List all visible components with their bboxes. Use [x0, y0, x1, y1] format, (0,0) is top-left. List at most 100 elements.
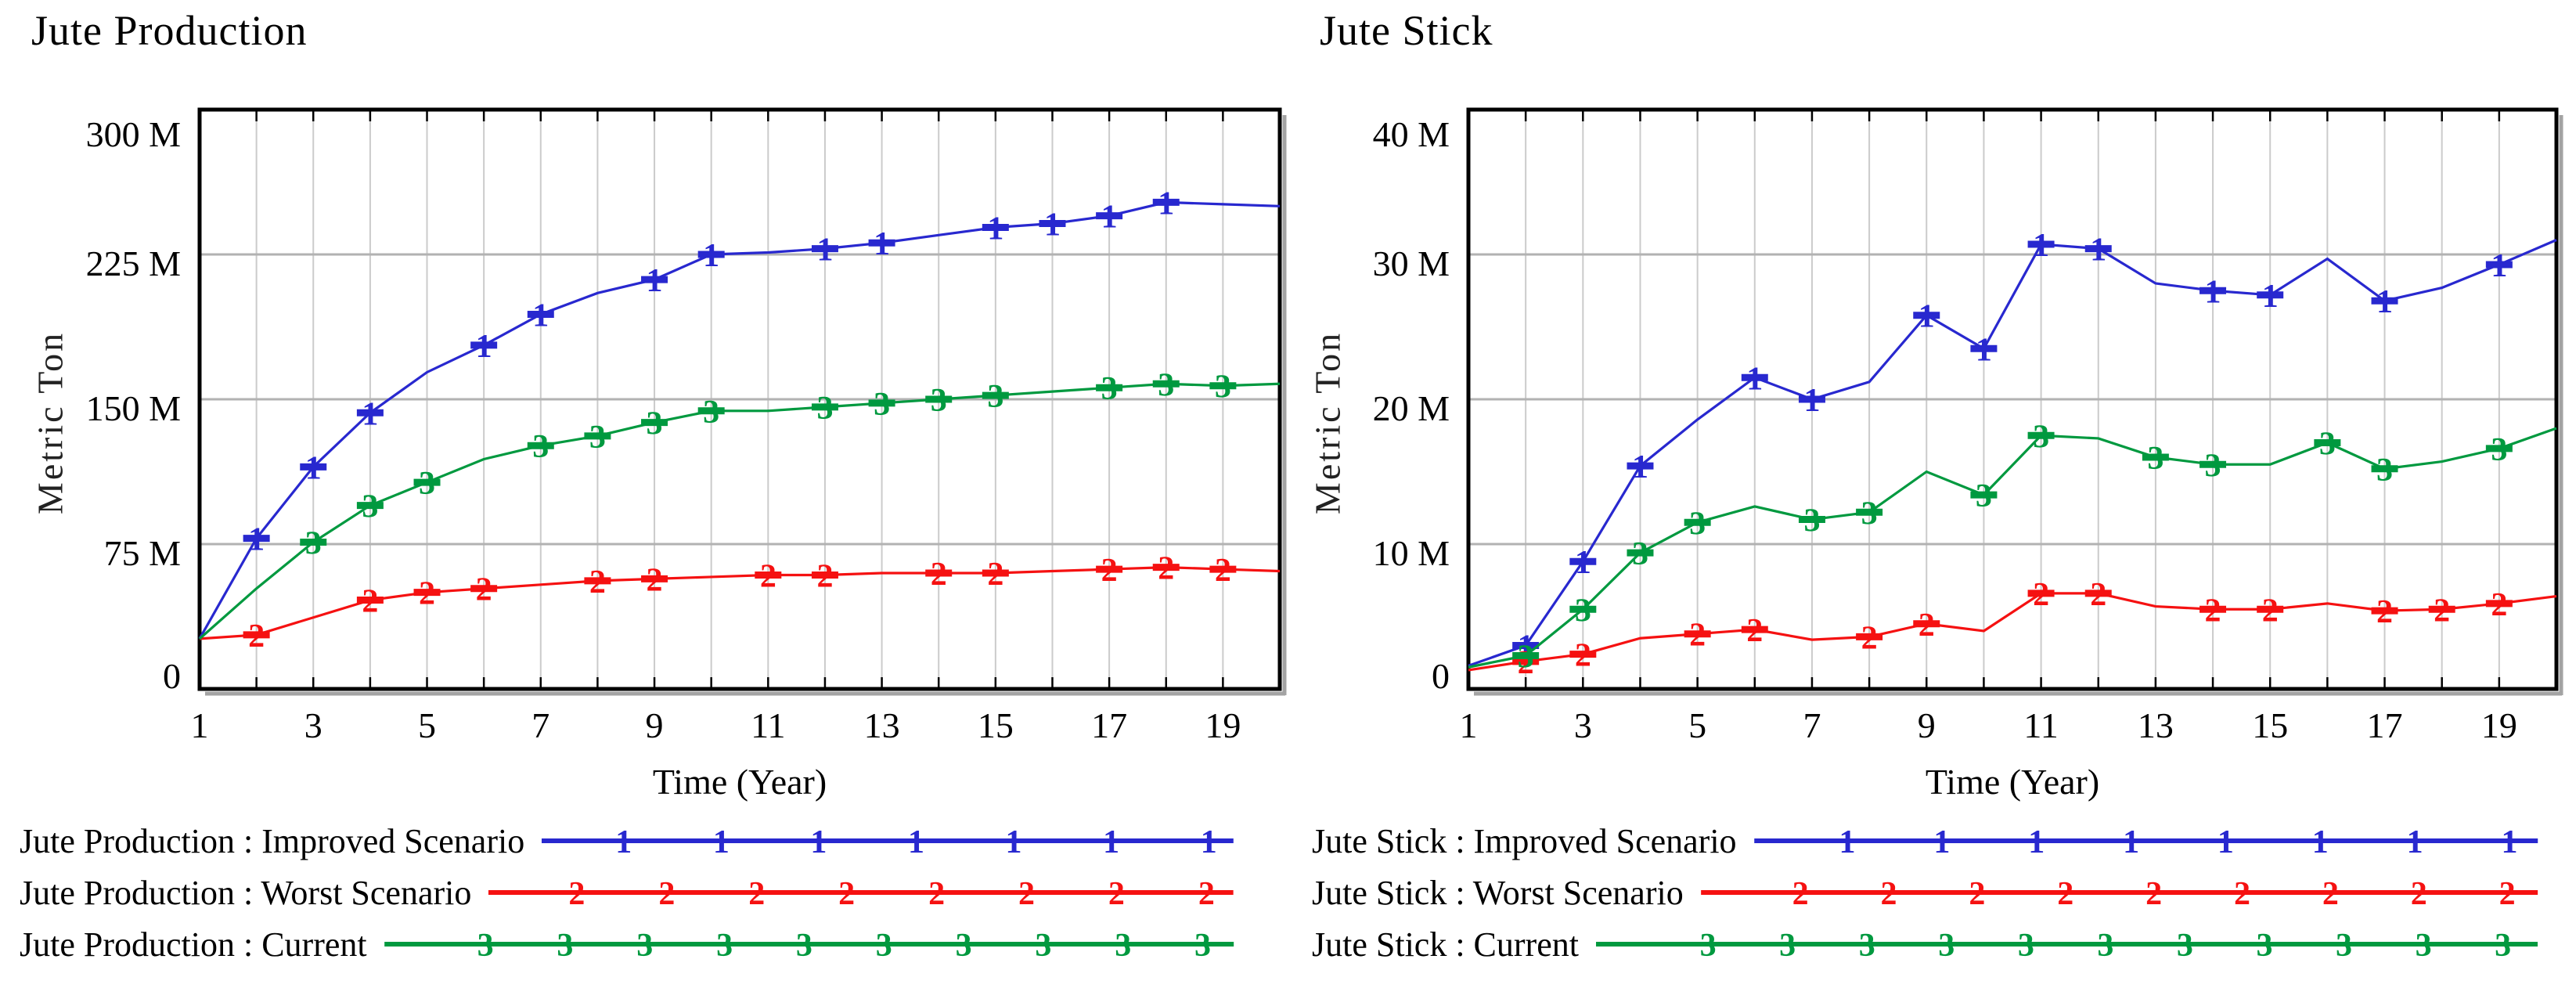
legend-row: Jute Stick : Current 3 3 3 3 3 3 3 3 3 3 3: [1312, 922, 2541, 966]
series-marker-digit: 3: [874, 387, 890, 423]
series-marker-digit: 2: [2491, 587, 2507, 623]
x-tick-label: 3: [304, 705, 322, 745]
series-marker-digit: 3: [703, 395, 719, 431]
x-tick-label: 7: [531, 705, 549, 745]
series-marker-digit: 3: [589, 420, 606, 456]
series-marker-digit: 3: [1575, 593, 1591, 629]
x-axis-title: Time (Year): [652, 762, 827, 802]
chart-title: Jute Stick: [1320, 7, 1493, 54]
series-marker-digit: 1: [362, 396, 378, 432]
legend-marker-digit: 1: [1201, 824, 1217, 860]
series-marker-digit: 3: [532, 429, 549, 465]
series-marker-digit: 1: [2376, 284, 2393, 320]
legend-marker-digit: 3: [2336, 928, 2352, 964]
series-marker-digit: 3: [1632, 536, 1648, 572]
x-tick-label: 11: [751, 705, 785, 745]
series-marker-digit: 2: [589, 564, 606, 600]
series-marker-digit: 3: [362, 489, 378, 525]
x-tick-label: 9: [1918, 705, 1936, 745]
legend-marker-digit: 2: [1792, 876, 1808, 912]
series-marker-digit: 3: [647, 406, 663, 442]
x-tick-label: 5: [418, 705, 436, 745]
series-marker-digit: 1: [305, 450, 322, 486]
legend-row: Jute Stick : Improved Scenario 1 1 1 1 1 1 1 1: [1312, 819, 2541, 863]
legend-marker-digit: 1: [1839, 824, 1855, 860]
x-tick-label: 5: [1688, 705, 1706, 745]
series-marker-digit: 1: [1044, 207, 1061, 243]
series-marker-digit: 2: [931, 557, 947, 593]
series-marker-digit: 1: [2033, 228, 2049, 264]
legend-marker-digit: 3: [955, 928, 971, 964]
legend-marker-digit: 1: [1006, 824, 1022, 860]
legend-marker-digit: 2: [2322, 876, 2339, 912]
legend-row: Jute Production : Improved Scenario 1 1 1 1…: [20, 819, 1237, 863]
legend-marker-digit: 3: [557, 928, 573, 964]
series-marker-digit: 1: [874, 226, 890, 262]
series-marker-digit: 2: [1746, 613, 1763, 649]
legend-row: Jute Stick : Worst Scenario 2 2 2 2 2 2 2 2 2: [1312, 871, 2541, 914]
legend-line-improved-scenario: 1 1 1 1 1 1 1 1: [1753, 824, 2538, 860]
legend-marker-digit: 3: [1938, 928, 1955, 964]
legend-marker-digit: 2: [2145, 876, 2162, 912]
legend-marker-digit: 3: [477, 928, 493, 964]
series-marker-digit: 1: [532, 297, 549, 334]
legend-line-worst-scenario: 2 2 2 2 2 2 2 2: [488, 876, 1234, 912]
legend-marker-digit: 3: [1194, 928, 1211, 964]
series-marker-digit: 3: [2033, 419, 2049, 455]
series-marker-digit: 2: [987, 557, 1003, 593]
y-tick-label: 225 M: [86, 243, 181, 283]
legend-marker-digit: 3: [1700, 928, 1717, 964]
legend-marker-digit: 2: [928, 876, 945, 912]
legend-marker-digit: 2: [2057, 876, 2073, 912]
y-tick-label: 150 M: [86, 388, 181, 428]
series-marker-digit: 3: [2376, 453, 2393, 489]
legend-marker-digit: 1: [811, 824, 827, 860]
series-marker-digit: 2: [1861, 620, 1878, 656]
series-marker-digit: 1: [248, 522, 265, 558]
series-marker-digit: 1: [987, 211, 1003, 247]
series-marker-digit: 1: [1746, 361, 1763, 397]
legend-marker-digit: 2: [1198, 876, 1215, 912]
series-marker-digit: 1: [2205, 274, 2221, 310]
series-marker-digit: 2: [1101, 553, 1118, 589]
x-tick-label: 15: [978, 705, 1014, 745]
series-marker-digit: 3: [816, 391, 833, 427]
legend-marker-digit: 3: [716, 928, 733, 964]
series-line-worst: [1468, 592, 2557, 672]
series-marker-digit: 2: [2376, 594, 2393, 630]
legend-marker-digit: 1: [2501, 824, 2517, 860]
x-tick-label: 3: [1574, 705, 1592, 745]
legend-marker-digit: 3: [2495, 928, 2511, 964]
x-tick-label: 9: [646, 705, 664, 745]
legend-marker-digit: 1: [2123, 824, 2139, 860]
x-tick-label: 13: [864, 705, 900, 745]
series-marker-digit: 3: [419, 466, 435, 502]
series-marker-digit: 2: [760, 558, 776, 594]
series-marker-digit: 1: [1918, 299, 1935, 335]
series-marker-digit: 1: [1976, 332, 1992, 368]
legend-label-improved-scenario: Jute Production : Improved Scenario: [20, 821, 525, 860]
series-marker-digit: 3: [1215, 370, 1231, 406]
series-marker-digit: 3: [1689, 506, 1706, 542]
series-marker-digit: 2: [2033, 577, 2049, 613]
y-tick-label: 0: [1432, 656, 1450, 696]
series-marker-digit: 2: [1158, 551, 1174, 587]
series-marker-digit: 3: [931, 383, 947, 419]
legend-marker-digit: 3: [1779, 928, 1796, 964]
series-marker-digit: 3: [1803, 503, 1820, 539]
x-tick-label: 19: [1205, 705, 1241, 745]
series-marker-digit: 3: [2147, 441, 2163, 477]
series-marker-digit: 2: [419, 576, 435, 612]
legend-marker-digit: 1: [1103, 824, 1119, 860]
y-tick-label: 0: [163, 656, 181, 696]
plot-frame: [1466, 107, 2559, 691]
series-marker-digit: 2: [248, 618, 265, 654]
series-marker-digit: 3: [1101, 371, 1118, 407]
series-marker-digit: 3: [1518, 639, 1534, 675]
legend-line-worst-scenario: 2 2 2 2 2 2 2 2 2: [1700, 876, 2538, 912]
series-marker-digit: 3: [1976, 478, 1992, 514]
x-tick-label: 17: [1091, 705, 1127, 745]
